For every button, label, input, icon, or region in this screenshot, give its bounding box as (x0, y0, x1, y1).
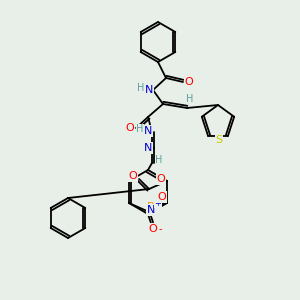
Text: O: O (148, 224, 157, 234)
Text: O: O (126, 123, 134, 133)
Text: N: N (144, 126, 152, 136)
Text: N: N (147, 205, 155, 215)
Text: O: O (184, 77, 194, 87)
Text: S: S (215, 135, 223, 145)
Text: Br: Br (147, 202, 159, 212)
Text: H: H (137, 83, 145, 93)
Text: N: N (145, 85, 153, 95)
Text: O: O (158, 192, 166, 202)
Text: H: H (155, 155, 163, 165)
Text: N: N (144, 143, 152, 153)
Text: H: H (136, 124, 144, 134)
Text: O: O (157, 174, 165, 184)
Text: H: H (186, 94, 194, 104)
Text: O: O (129, 171, 137, 181)
Text: -: - (158, 224, 162, 234)
Text: +: + (154, 199, 161, 208)
